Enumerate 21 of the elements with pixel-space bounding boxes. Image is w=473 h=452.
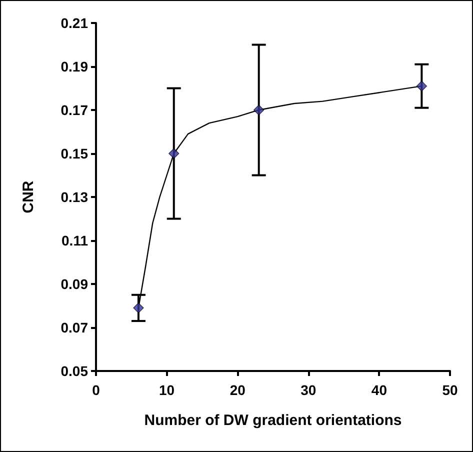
x-tick-label: 0 <box>92 382 100 398</box>
y-tick-label: 0.05 <box>60 363 88 379</box>
y-tick-label: 0.11 <box>62 232 88 248</box>
y-tick-label: 0.07 <box>60 320 88 336</box>
x-axis-title: Number of DW gradient orientations <box>144 412 402 429</box>
x-tick-label: 20 <box>230 382 246 398</box>
y-tick-label: 0.09 <box>60 276 88 292</box>
point <box>168 148 180 159</box>
y-tick-label: 0.13 <box>60 189 88 205</box>
y-tick-label: 0.15 <box>60 146 88 162</box>
x-tick-label: 30 <box>300 382 316 398</box>
x-tick-label: 50 <box>442 382 458 398</box>
y-tick-label: 0.17 <box>60 102 88 118</box>
y-tick-label: 0.21 <box>60 15 88 31</box>
point <box>416 80 427 92</box>
y-axis-title: CNR <box>20 180 37 214</box>
point <box>254 104 264 116</box>
x-tick-label: 10 <box>159 382 175 398</box>
x-tick-label: 40 <box>371 382 388 398</box>
y-tick-label: 0.19 <box>60 58 88 74</box>
point <box>133 302 144 314</box>
